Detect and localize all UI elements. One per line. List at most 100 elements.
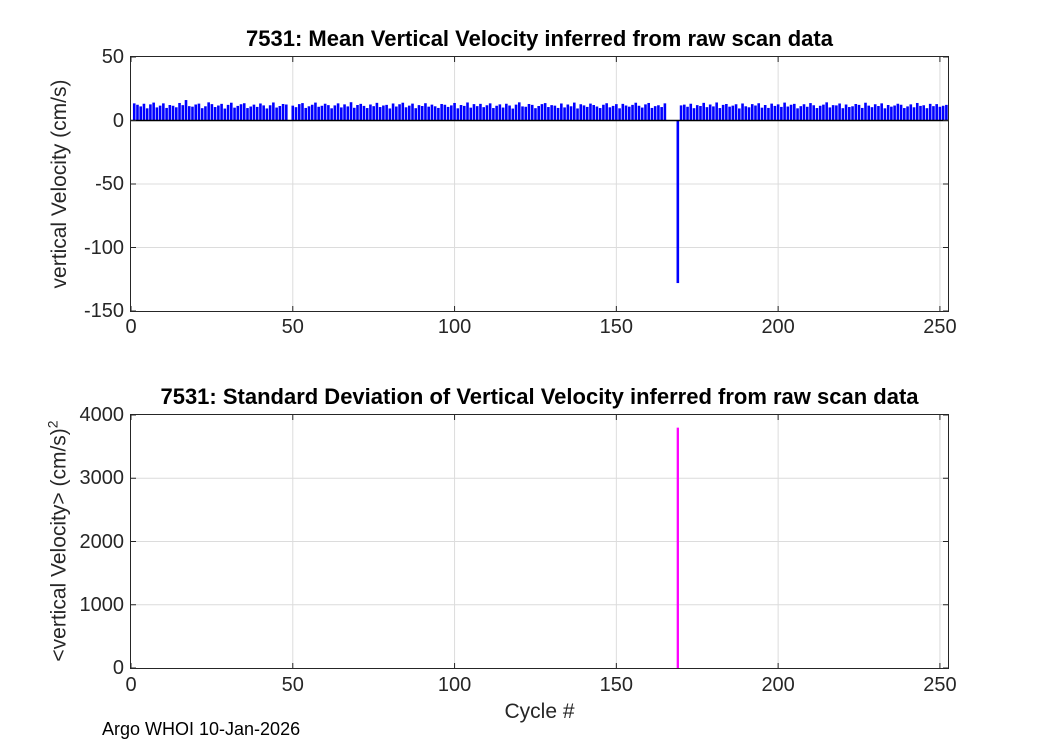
x-tick-label: 250 — [923, 674, 957, 696]
y-tick-label: -50 — [95, 173, 124, 195]
velocity-bar — [941, 105, 945, 121]
velocity-bar — [330, 108, 333, 121]
velocity-bar — [171, 105, 175, 121]
negative-outlier-bar — [676, 120, 680, 284]
velocity-bar — [692, 108, 696, 121]
velocity-bar — [362, 105, 366, 121]
velocity-bar — [304, 107, 308, 121]
velocity-bar — [705, 107, 709, 121]
x-axis-label: Cycle # — [504, 700, 575, 723]
velocity-bar — [660, 107, 663, 121]
velocity-bar — [870, 107, 874, 121]
velocity-bar — [773, 105, 777, 121]
velocity-bar — [511, 108, 515, 121]
velocity-bar — [838, 103, 841, 121]
velocity-bar — [372, 106, 375, 121]
velocity-bar — [459, 105, 463, 121]
velocity-bar — [207, 102, 210, 121]
velocity-bar — [210, 104, 214, 121]
velocity-bar — [945, 104, 948, 121]
velocity-bar — [142, 103, 146, 121]
velocity-bar — [883, 108, 887, 121]
velocity-bar — [521, 106, 524, 121]
velocity-bar — [595, 106, 599, 121]
velocity-bar — [589, 103, 592, 121]
velocity-bar — [369, 104, 372, 121]
velocity-bar — [450, 105, 453, 121]
velocity-bar — [602, 104, 605, 121]
y-tick-label: 50 — [101, 46, 124, 68]
velocity-bar — [543, 103, 547, 121]
velocity-bar — [566, 104, 570, 121]
velocity-bar — [598, 108, 602, 121]
velocity-bar — [336, 103, 340, 121]
velocity-bar — [440, 103, 443, 121]
velocity-bar — [136, 104, 139, 121]
top-chart-title: 7531: Mean Vertical Velocity inferred fr… — [246, 26, 833, 51]
velocity-bar — [187, 106, 191, 121]
velocity-bar — [395, 106, 398, 121]
velocity-bar — [168, 105, 172, 121]
velocity-bar — [585, 106, 589, 121]
velocity-bar — [689, 103, 693, 121]
velocity-bar — [469, 107, 473, 121]
velocity-bar — [456, 108, 460, 121]
velocity-bar — [375, 102, 379, 121]
velocity-bar — [750, 104, 754, 121]
velocity-bar — [909, 104, 913, 121]
velocity-bar — [763, 105, 767, 121]
velocity-bar — [725, 103, 728, 121]
velocity-bar — [281, 103, 285, 121]
top-chart-canvas — [131, 57, 948, 311]
velocity-bar — [738, 108, 741, 121]
velocity-bar — [191, 106, 194, 121]
velocity-bar — [611, 105, 615, 121]
velocity-bar — [731, 105, 735, 121]
velocity-bar — [165, 107, 168, 121]
velocity-bar — [915, 102, 919, 121]
velocity-bar — [230, 102, 233, 121]
velocity-bar — [851, 106, 854, 121]
velocity-bar — [275, 107, 278, 121]
x-tick-label: 50 — [281, 316, 304, 338]
velocity-bar — [346, 106, 350, 121]
velocity-bar — [864, 102, 867, 121]
velocity-bar — [197, 103, 201, 121]
velocity-bar — [466, 102, 469, 121]
velocity-bar — [747, 107, 751, 121]
x-tick-label: 0 — [125, 674, 137, 696]
velocity-bar — [796, 108, 799, 121]
velocity-bar — [637, 105, 641, 121]
velocity-bar — [621, 103, 625, 121]
velocity-bar — [527, 103, 531, 121]
velocity-bar — [741, 103, 744, 121]
velocity-bar — [249, 106, 253, 121]
velocity-bar — [835, 105, 838, 121]
velocity-bar — [938, 106, 942, 121]
velocity-bar — [650, 107, 654, 121]
bottom-chart-canvas — [131, 415, 948, 668]
velocity-bar — [239, 104, 243, 121]
x-tick-label: 200 — [761, 674, 795, 696]
velocity-bar — [935, 104, 938, 121]
velocity-bar — [615, 104, 618, 121]
velocity-bar — [789, 104, 793, 121]
velocity-bar — [547, 107, 550, 121]
velocity-bar — [786, 106, 790, 121]
velocity-bar — [893, 105, 896, 121]
velocity-bar — [815, 108, 819, 121]
velocity-bar — [728, 106, 731, 121]
velocity-bar — [627, 106, 631, 121]
velocity-bar — [352, 107, 356, 121]
velocity-bar — [398, 104, 401, 121]
velocity-bar — [715, 102, 718, 121]
velocity-bar — [349, 102, 353, 121]
velocity-bar — [686, 106, 689, 121]
velocity-bar — [175, 107, 178, 121]
velocity-bar — [152, 102, 155, 121]
velocity-bar — [695, 105, 699, 121]
velocity-bar — [841, 108, 845, 121]
velocity-bar — [453, 102, 456, 121]
velocity-bar — [155, 107, 159, 121]
velocity-bar — [563, 107, 566, 121]
